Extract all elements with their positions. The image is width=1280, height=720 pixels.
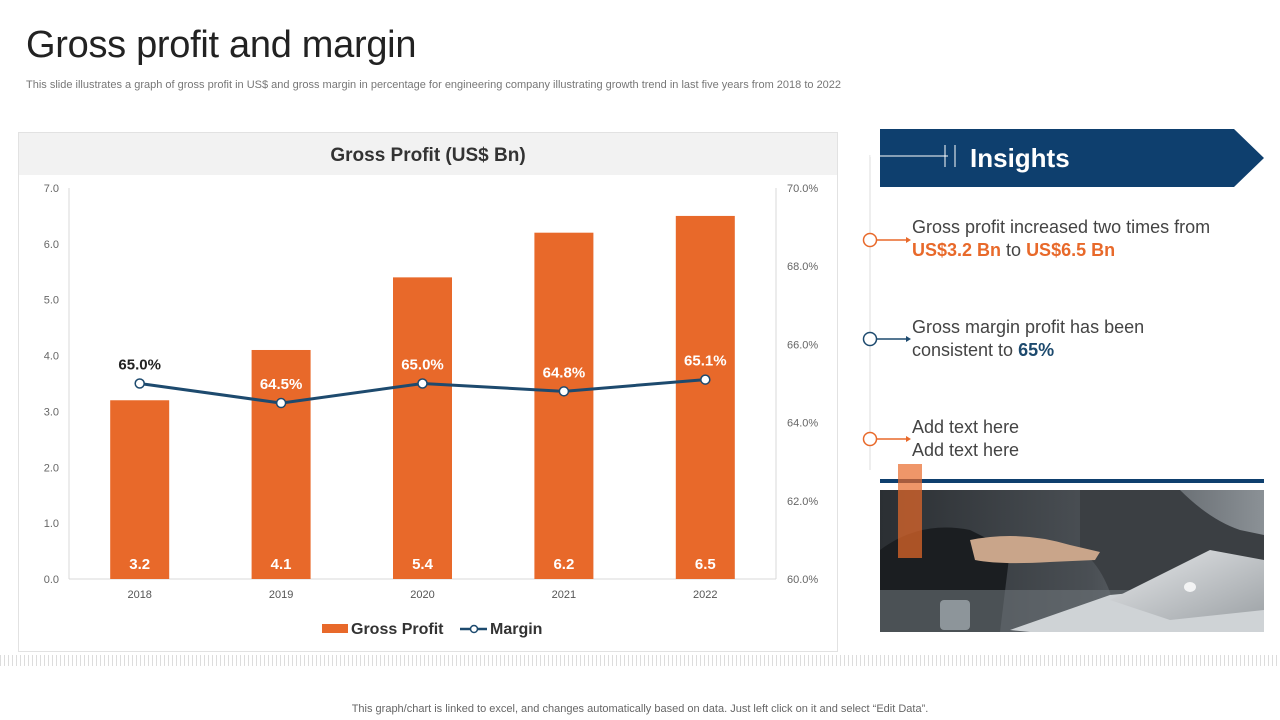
bar-value-label: 5.4 [412, 556, 434, 573]
left-axis-tick-label: 1.0 [44, 518, 59, 530]
page-title: Gross profit and margin [26, 24, 417, 66]
glass-shape [940, 600, 970, 630]
footer-note: This graph/chart is linked to excel, and… [351, 703, 929, 715]
insight-3-line-1: Add text here [912, 417, 1020, 437]
arrow-icon [906, 336, 911, 342]
left-axis-tick-label: 3.0 [44, 406, 59, 418]
margin-point [134, 378, 145, 389]
left-axis-tick-label: 6.0 [44, 239, 59, 251]
gross-profit-bar [534, 232, 594, 579]
insight-2-text: Gross margin profit has been consistent … [912, 317, 1145, 360]
margin-point [700, 374, 711, 385]
insight-item-1: Gross profit increased two times from US… [912, 216, 1252, 262]
right-axis-tick-label: 66.0% [787, 339, 818, 351]
bar-value-label: 6.5 [695, 556, 716, 573]
right-axis-tick-label: 64.0% [787, 418, 818, 430]
bullet-circle-1 [862, 232, 878, 248]
chart-title: Gross Profit (US$ Bn) [330, 145, 526, 166]
gross-profit-chart[interactable]: 0.0 1.0 2.0 3.0 4.0 5.0 6.0 7.0 60.0% 62.0% 64.0% 6… [19, 133, 837, 651]
right-axis-tick-label: 62.0% [787, 496, 818, 508]
insights-divider [880, 479, 1264, 483]
page-subtitle: This slide illustrates a graph of gross … [26, 79, 842, 91]
legend-label-margin: Margin [490, 621, 542, 638]
chart-panel[interactable]: Gross Profit (US$ Bn) 0.0 1.0 2.0 3.0 4.0 5.0… [18, 132, 838, 652]
insight-1-text: Gross profit increased two times from [912, 217, 1211, 237]
legend-label-gross-profit: Gross Profit [351, 621, 444, 638]
photo-illustration [880, 490, 1264, 632]
gross-profit-bar [110, 400, 170, 579]
decorative-stripe [0, 655, 1280, 666]
gross-profit-bar [675, 215, 735, 579]
gross-profit-bar [251, 349, 311, 579]
legend-swatch-gross-profit [322, 624, 348, 633]
left-axis-tick-label: 2.0 [44, 462, 59, 474]
accent-bar [898, 464, 922, 558]
bar-value-label: 6.2 [553, 556, 574, 573]
arrow-icon [906, 436, 911, 442]
right-axis-tick-label: 68.0% [787, 261, 818, 273]
bullet-circle-3 [862, 431, 878, 447]
right-axis-tick-label: 60.0% [787, 574, 818, 586]
left-axis-tick-label: 7.0 [44, 183, 59, 195]
margin-value-label: 65.0% [401, 357, 444, 374]
bar-value-label: 3.2 [129, 556, 150, 573]
insight-1-value-start: US$3.2 Bn [912, 240, 1002, 260]
insights-decor: Insights [862, 129, 1264, 470]
insight-3-line-2: Add text here [912, 440, 1020, 460]
margin-point [275, 397, 287, 409]
insight-item-2: Gross margin profit has been consistent … [912, 316, 1182, 362]
arrow-icon [906, 237, 911, 243]
x-axis-tick-label: 2019 [269, 589, 293, 601]
bar-value-label: 4.1 [271, 556, 292, 573]
insights-banner [880, 129, 1264, 187]
insight-1-value-end: US$6.5 Bn [1026, 240, 1116, 260]
x-axis-tick-label: 2021 [552, 589, 576, 601]
margin-point [417, 378, 428, 389]
left-axis-tick-label: 5.0 [44, 295, 59, 307]
margin-value-label: 64.5% [260, 376, 303, 393]
margin-value-label: 65.1% [684, 353, 727, 370]
margin-value-label: 64.8% [543, 364, 586, 381]
left-axis-tick-label: 0.0 [44, 574, 59, 586]
x-axis-tick-label: 2018 [127, 589, 151, 601]
right-axis-tick-label: 70.0% [787, 183, 818, 195]
gross-profit-bar [393, 277, 452, 579]
hand-shape [970, 536, 1100, 564]
insight-item-3: Add text here Add text here [912, 416, 1252, 462]
margin-point [558, 386, 570, 397]
business-meeting-photo [880, 490, 1264, 632]
insight-1-mid: to [1001, 240, 1027, 260]
logo-shape [1184, 582, 1196, 592]
insights-heading: Insights [970, 143, 1070, 173]
chart-header: Gross Profit (US$ Bn) [19, 133, 837, 175]
x-axis-tick-label: 2022 [693, 589, 717, 601]
margin-value-label: 65.0% [118, 357, 161, 374]
bullet-circle-2 [862, 331, 878, 347]
insight-2-value: 65% [1018, 340, 1055, 360]
left-axis-tick-label: 4.0 [44, 351, 59, 363]
legend-swatch-margin-marker [469, 624, 479, 634]
x-axis-tick-label: 2020 [410, 589, 434, 601]
